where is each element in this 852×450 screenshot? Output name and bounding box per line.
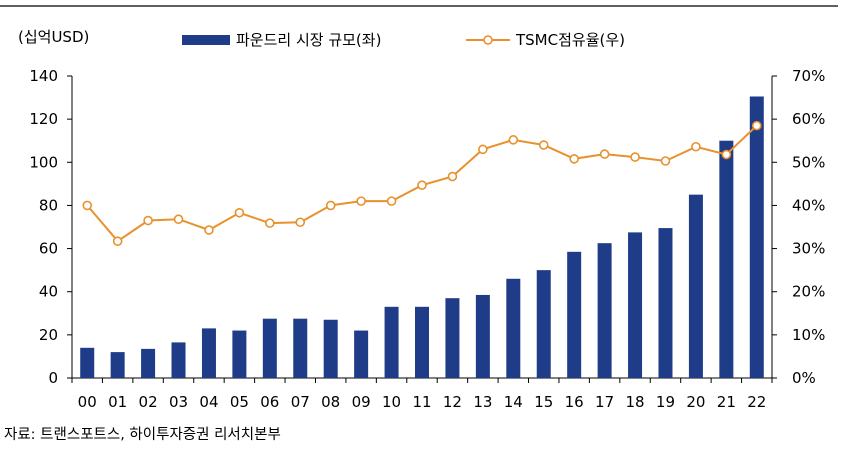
axes: 0204060801001201400%10%20%30%40%50%60%70… [29, 67, 825, 411]
line-point [173, 214, 184, 225]
bar [323, 319, 338, 378]
x-tick-label: 02 [139, 393, 158, 411]
bar [628, 232, 643, 378]
bar [141, 348, 156, 378]
line-point [538, 140, 549, 150]
line-point [599, 149, 610, 159]
bar [749, 96, 764, 378]
bar [201, 328, 216, 378]
bar [415, 306, 429, 378]
x-tick-label: 18 [625, 393, 644, 411]
line-point [478, 144, 488, 155]
x-tick-label: 04 [199, 393, 218, 411]
left-tick-label: 0 [48, 369, 58, 387]
bar [293, 318, 308, 378]
line-point [82, 200, 93, 211]
line-point [751, 120, 762, 131]
bar [354, 330, 369, 378]
x-tick-label: 13 [473, 393, 492, 411]
x-tick-label: 10 [382, 393, 401, 411]
x-tick-label: 11 [412, 393, 431, 411]
left-tick-label: 20 [39, 326, 58, 344]
legend: 파운드리 시장 규모(좌) TSMC점유율(우) [182, 31, 625, 49]
x-tick-label: 15 [534, 393, 553, 411]
bar [80, 347, 95, 378]
bar-series [80, 96, 764, 378]
bar [597, 243, 612, 378]
line-point [204, 225, 214, 235]
x-tick-label: 05 [230, 393, 249, 411]
source-note: 자료: 트랜스포트스, 하이투자증권 리서치본부 [4, 426, 281, 443]
bar [110, 352, 125, 378]
x-tick-label: 16 [565, 393, 584, 411]
left-tick-label: 120 [29, 110, 58, 128]
right-tick-label: 10% [792, 326, 825, 344]
x-tick-label: 06 [260, 393, 279, 411]
right-tick-label: 50% [792, 153, 825, 171]
line-point [325, 200, 336, 211]
line-series [82, 120, 762, 247]
left-tick-label: 40 [39, 283, 58, 301]
x-tick-label: 08 [321, 393, 340, 411]
right-tick-label: 30% [792, 240, 825, 258]
x-tick-label: 12 [443, 393, 462, 411]
x-tick-label: 20 [686, 393, 705, 411]
bar [475, 294, 490, 378]
line-point [721, 149, 732, 160]
legend-bar-swatch [182, 35, 230, 45]
right-tick-label: 60% [792, 110, 825, 128]
bar [688, 194, 703, 378]
line-point [508, 135, 519, 145]
legend-bar-label: 파운드리 시장 규모(좌) [236, 31, 381, 49]
line-point [143, 215, 153, 226]
line-point [691, 141, 701, 152]
line-point [417, 180, 427, 190]
line-point [660, 156, 671, 166]
bar [567, 251, 582, 378]
x-tick-label: 17 [595, 393, 614, 411]
left-tick-label: 60 [39, 240, 58, 258]
right-tick-label: 0% [792, 369, 816, 387]
x-tick-label: 01 [108, 393, 127, 411]
x-tick-label: 03 [169, 393, 188, 411]
bar [171, 342, 186, 378]
line-point [295, 217, 306, 228]
legend-line-marker [483, 35, 493, 45]
line-point [447, 171, 458, 182]
x-tick-label: 21 [717, 393, 736, 411]
line-point [569, 154, 579, 164]
bar [384, 306, 399, 378]
left-tick-label: 100 [29, 153, 58, 171]
bar [719, 140, 734, 378]
line-point [265, 218, 275, 228]
x-tick-label: 19 [656, 393, 675, 411]
left-tick-label: 80 [39, 196, 58, 214]
line-point [386, 196, 397, 206]
x-tick-label: 09 [352, 393, 371, 411]
x-tick-label: 22 [747, 393, 766, 411]
bar [232, 330, 247, 378]
left-tick-label: 140 [29, 67, 58, 85]
line-point [356, 196, 366, 206]
bar [262, 318, 277, 378]
right-tick-label: 40% [792, 196, 825, 214]
line-point [630, 152, 640, 162]
line-point [234, 207, 245, 218]
x-tick-label: 07 [291, 393, 310, 411]
right-tick-label: 20% [792, 283, 825, 301]
bar [445, 298, 460, 378]
line-point [112, 236, 123, 247]
legend-line-label: TSMC점유율(우) [515, 31, 625, 49]
bar [658, 228, 673, 378]
x-tick-label: 14 [504, 393, 523, 411]
left-axis-unit-label: (십억USD) [18, 28, 89, 46]
bar [536, 270, 551, 378]
bar [506, 278, 521, 378]
right-tick-label: 70% [792, 67, 825, 85]
x-tick-label: 00 [78, 393, 97, 411]
